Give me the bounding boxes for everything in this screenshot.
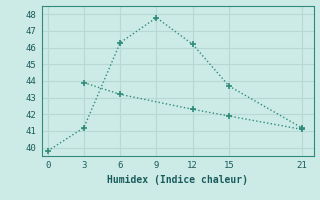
X-axis label: Humidex (Indice chaleur): Humidex (Indice chaleur) — [107, 175, 248, 185]
